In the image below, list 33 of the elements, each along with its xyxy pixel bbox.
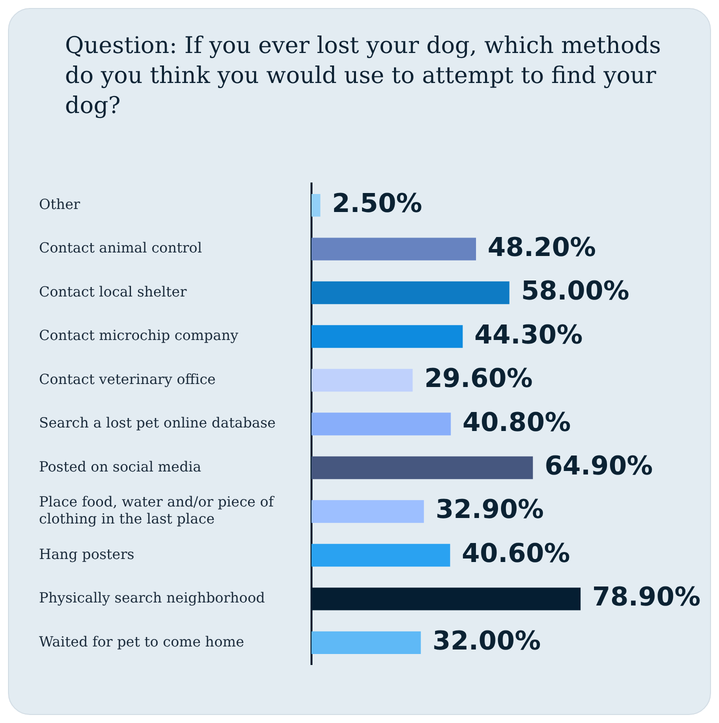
- y-tick-label: Place food, water and/or piece of clothing in the last place: [39, 494, 276, 528]
- y-tick-label: Physically search neighborhood: [39, 590, 266, 607]
- y-tick-label: Waited for pet to come home: [39, 634, 244, 650]
- bar: [312, 238, 476, 260]
- bar: [312, 412, 451, 436]
- data-label: 2.50%: [332, 189, 422, 220]
- y-tick-label: Contact microchip company: [39, 328, 238, 344]
- data-label: 58.00%: [521, 276, 630, 307]
- data-label: 48.20%: [488, 232, 596, 263]
- bar: [312, 500, 424, 523]
- data-label: 29.60%: [424, 364, 533, 394]
- y-tick-label: Contact local shelter: [39, 284, 187, 300]
- data-label: 64.90%: [544, 451, 653, 482]
- y-tick-label: Hang posters: [39, 546, 134, 563]
- y-tick-label: Contact animal control: [39, 240, 202, 257]
- bar: [312, 281, 510, 304]
- bar: [312, 368, 413, 392]
- data-label: 32.00%: [432, 626, 541, 656]
- y-tick-label: Posted on social media: [39, 459, 202, 476]
- data-label: 32.90%: [436, 495, 544, 526]
- data-label: 40.80%: [462, 408, 571, 438]
- bar: [312, 325, 463, 348]
- bar: [312, 544, 450, 567]
- bar: [312, 631, 421, 654]
- bar: [312, 456, 533, 480]
- y-tick-label: Search a lost pet online database: [39, 416, 276, 432]
- y-tick-label: Other: [39, 196, 80, 213]
- bar: [312, 194, 320, 217]
- chart-title: Question: If you ever lost your dog, which methods do you think you would use to attempt to find your dog?: [65, 32, 662, 121]
- y-tick-label: Contact veterinary office: [39, 372, 216, 388]
- data-label: 40.60%: [462, 538, 570, 569]
- data-label: 44.30%: [474, 320, 583, 350]
- data-label: 78.90%: [592, 582, 701, 613]
